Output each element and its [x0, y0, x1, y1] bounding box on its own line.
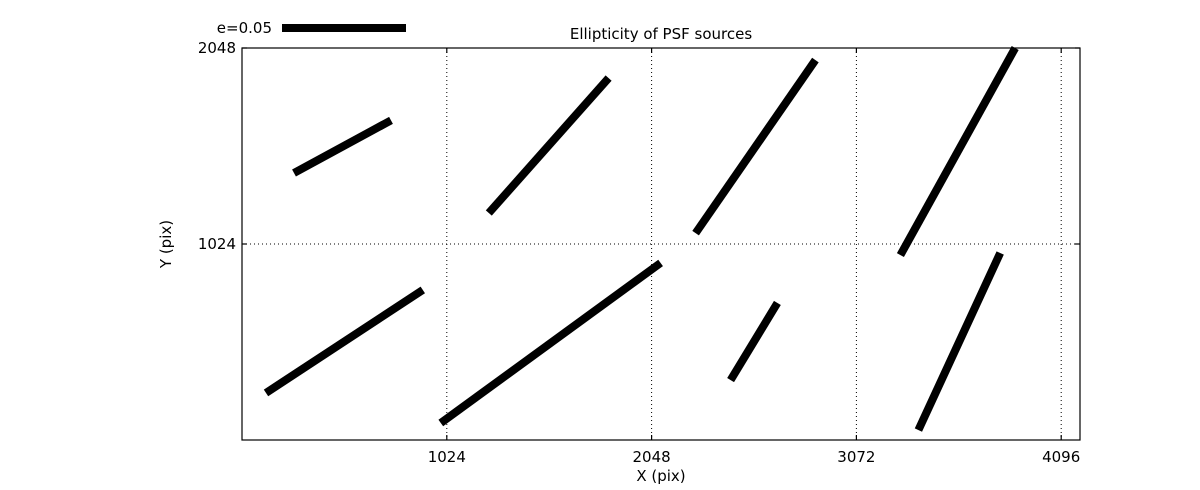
- legend: e=0.05: [217, 19, 406, 37]
- psf-whisker: [692, 57, 819, 236]
- legend-label: e=0.05: [217, 19, 272, 37]
- psf-whisker: [896, 46, 1019, 258]
- psf-whisker: [485, 75, 612, 216]
- tick-labels: 1024 2048 3072 4096 1024 2048: [198, 39, 1080, 466]
- x-tick-label: 3072: [837, 448, 875, 466]
- y-tick-label: 2048: [198, 39, 236, 57]
- psf-whisker: [438, 259, 663, 427]
- psf-whisker: [263, 286, 425, 397]
- tick-marks: [242, 47, 1080, 440]
- chart-title: Ellipticity of PSF sources: [570, 25, 752, 43]
- x-tick-label: 4096: [1042, 448, 1080, 466]
- y-axis-label: Y (pix): [157, 220, 175, 269]
- psf-whisker: [727, 300, 781, 383]
- y-tick-label: 1024: [198, 235, 236, 253]
- x-tick-label: 2048: [633, 448, 671, 466]
- x-tick-label: 1024: [428, 448, 466, 466]
- x-axis-label: X (pix): [636, 467, 685, 485]
- psf-whisker-series: [263, 46, 1019, 432]
- psf-whisker: [914, 251, 1004, 432]
- gridlines: [242, 47, 1080, 440]
- psf-whisker: [292, 116, 393, 177]
